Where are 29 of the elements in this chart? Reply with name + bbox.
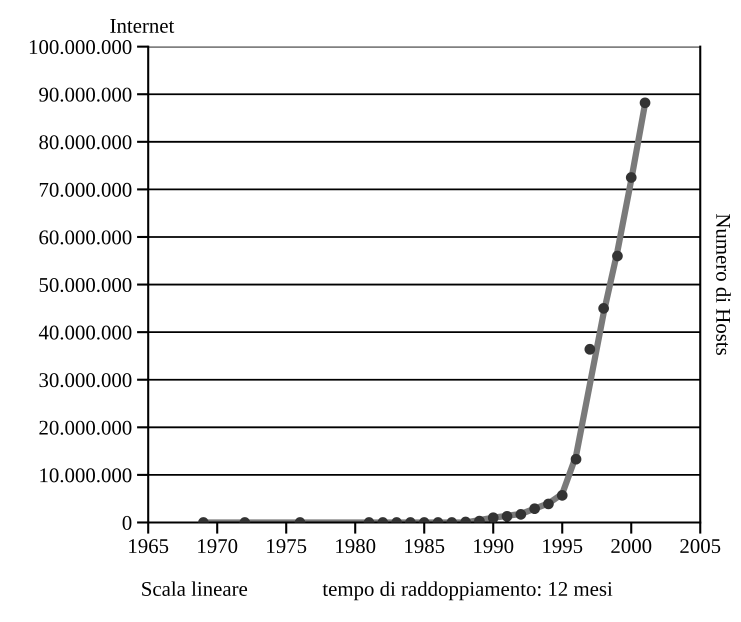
x-tick-label: 1985 [405,539,444,554]
text: tempo di raddoppiamento: 12 mesi [322,581,612,600]
y-tick-label: 50.000.000 [40,278,132,292]
x-tick-label: 2005 [680,539,720,554]
point [598,303,609,314]
x-tick-label: 1995 [543,539,582,554]
y-tick-label: 20.000.000 [39,420,132,435]
point [626,172,637,183]
x-tick-label: 1980 [336,539,376,554]
y-tick-label: 0 [122,516,132,530]
point [584,344,596,355]
y-tick-label: 100.000.000 [30,40,132,54]
y-tick-label: 70.000.000 [40,182,132,197]
y-tick-label: 80.000.000 [39,135,132,150]
y-tick-label: 60.000.000 [39,230,132,245]
y-axis-title: Numero di Hosts [716,214,731,355]
y-tick-label: 10.000.000 [40,468,132,482]
text: Scala lineare [142,581,248,596]
x-tick-label: 1965 [129,539,168,554]
point [640,97,650,108]
y-tick-label: 90.000.000 [39,88,132,102]
x-tick-label: 2000 [611,539,652,554]
x-tick-label: 1970 [198,539,238,554]
chart-title: Internet [110,19,174,33]
x-tick-label: 1990 [474,539,514,554]
y-tick-label: 30.000.000 [39,373,132,388]
x-tick-label: 1975 [267,539,306,554]
y-tick-label: 40.000.000 [38,326,132,340]
point [612,250,623,262]
